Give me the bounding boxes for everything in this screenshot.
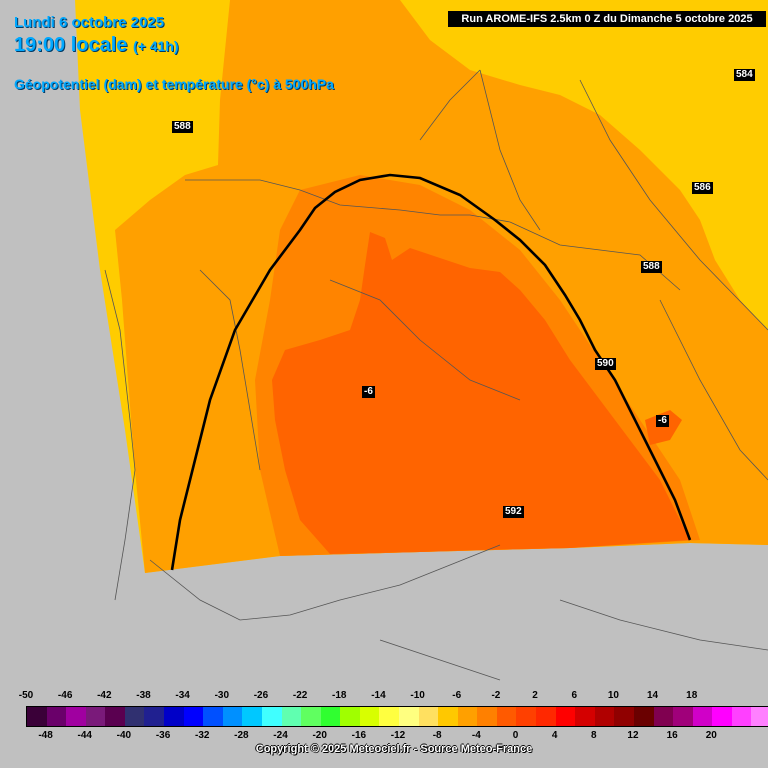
scale-tick-top: 2 bbox=[532, 690, 538, 701]
scale-tick-top: -10 bbox=[410, 690, 425, 701]
scale-tick-bottom: -28 bbox=[234, 730, 249, 741]
scale-swatch bbox=[66, 707, 86, 726]
scale-tick-bottom: -20 bbox=[312, 730, 327, 741]
scale-tick-bottom: 8 bbox=[591, 730, 597, 741]
scale-tick-top: -6 bbox=[452, 690, 462, 701]
scale-swatch bbox=[261, 707, 282, 726]
contour-label: 584 bbox=[734, 69, 755, 81]
forecast-time-value: 19:00 locale bbox=[14, 34, 128, 56]
scale-tick-top: -30 bbox=[214, 690, 230, 701]
scale-swatch bbox=[164, 707, 184, 726]
scale-tick-top: 10 bbox=[607, 690, 619, 701]
scale-swatch bbox=[751, 707, 768, 726]
scale-swatch bbox=[46, 707, 67, 726]
run-info: Run AROME-IFS 2.5km 0 Z du Dimanche 5 oc… bbox=[448, 11, 766, 27]
geopotential-contour-590 bbox=[170, 173, 692, 571]
scale-tick-bottom: -24 bbox=[273, 730, 288, 741]
contour-label: 586 bbox=[692, 182, 713, 194]
scale-swatch bbox=[438, 707, 458, 726]
scale-swatch bbox=[536, 707, 556, 726]
scale-swatch bbox=[418, 707, 439, 726]
contour-label: -6 bbox=[362, 386, 375, 398]
scale-swatch bbox=[222, 707, 243, 726]
scale-tick-bottom: -36 bbox=[155, 730, 171, 741]
scale-tick-bottom: -8 bbox=[432, 730, 442, 741]
scale-tick-bottom: 12 bbox=[627, 730, 639, 741]
scale-tick-bottom: -32 bbox=[194, 730, 210, 741]
scale-swatch bbox=[124, 707, 145, 726]
scale-tick-top: 6 bbox=[571, 690, 578, 701]
scale-tick-bottom: -16 bbox=[351, 730, 367, 741]
parameter-title: Géopotentiel (dam) et température (°c) à… bbox=[14, 76, 334, 92]
scale-swatch bbox=[555, 707, 576, 726]
scale-tick-top: -34 bbox=[175, 690, 190, 701]
scale-swatch bbox=[614, 707, 634, 726]
scale-tick-bottom: -12 bbox=[390, 730, 406, 741]
contour-label: 590 bbox=[595, 358, 616, 370]
scale-swatch bbox=[301, 707, 321, 726]
scale-swatch bbox=[27, 707, 47, 726]
scale-swatch bbox=[496, 707, 517, 726]
scale-tick-top: -46 bbox=[57, 690, 73, 701]
scale-swatch bbox=[281, 707, 302, 726]
scale-tick-bottom: -48 bbox=[38, 730, 53, 741]
scale-tick-top: -22 bbox=[292, 690, 308, 701]
scale-swatch bbox=[183, 707, 204, 726]
scale-swatch bbox=[477, 707, 497, 726]
temperature-field-minus-6-blob bbox=[645, 410, 682, 445]
scale-swatch bbox=[359, 707, 380, 726]
scale-swatch bbox=[144, 707, 165, 726]
forecast-time: 19:00 locale (+ 41h) bbox=[14, 34, 179, 57]
scale-swatch bbox=[633, 707, 654, 726]
scale-swatch bbox=[712, 707, 732, 726]
color-scale bbox=[26, 706, 768, 727]
scale-swatch bbox=[203, 707, 223, 726]
scale-swatch bbox=[653, 707, 674, 726]
scale-swatch bbox=[85, 707, 106, 726]
scale-swatch bbox=[457, 707, 478, 726]
scale-swatch bbox=[242, 707, 262, 726]
scale-swatch bbox=[340, 707, 360, 726]
scale-tick-top: -18 bbox=[332, 690, 347, 701]
contour-label: 588 bbox=[172, 121, 193, 133]
contour-label: 592 bbox=[503, 506, 524, 518]
scale-tick-bottom: 0 bbox=[512, 730, 519, 741]
scale-swatch bbox=[105, 707, 125, 726]
temperature-field-minus-6 bbox=[272, 232, 690, 554]
scale-tick-top: -14 bbox=[371, 690, 386, 701]
contour-label: 588 bbox=[641, 261, 662, 273]
scale-tick-top: -38 bbox=[136, 690, 151, 701]
scale-swatch bbox=[594, 707, 615, 726]
scale-tick-bottom: 20 bbox=[705, 730, 717, 741]
scale-tick-top: -26 bbox=[253, 690, 269, 701]
scale-tick-top: 14 bbox=[646, 690, 659, 701]
scale-swatch bbox=[516, 707, 537, 726]
scale-swatch bbox=[673, 707, 693, 726]
scale-tick-top: -42 bbox=[97, 690, 112, 701]
scale-tick-bottom: -44 bbox=[77, 730, 92, 741]
scale-swatch bbox=[575, 707, 595, 726]
scale-tick-bottom: -4 bbox=[471, 730, 481, 741]
scale-swatch bbox=[379, 707, 399, 726]
scale-swatch bbox=[731, 707, 752, 726]
scale-tick-top: 18 bbox=[686, 690, 698, 701]
copyright: Copyright © 2025 Meteociel.fr - Source M… bbox=[255, 743, 533, 755]
borders bbox=[104, 69, 768, 681]
contour-label: -6 bbox=[656, 415, 669, 427]
scale-tick-bottom: -40 bbox=[116, 730, 132, 741]
scale-swatch bbox=[320, 707, 341, 726]
scale-tick-bottom: 4 bbox=[551, 730, 558, 741]
scale-tick-top: -50 bbox=[18, 690, 34, 701]
scale-swatch bbox=[398, 707, 419, 726]
scale-tick-top: -2 bbox=[491, 690, 501, 701]
forecast-date: Lundi 6 octobre 2025 bbox=[14, 14, 165, 31]
scale-swatch bbox=[692, 707, 713, 726]
forecast-lead: (+ 41h) bbox=[132, 38, 179, 54]
scale-tick-bottom: 16 bbox=[666, 730, 678, 741]
